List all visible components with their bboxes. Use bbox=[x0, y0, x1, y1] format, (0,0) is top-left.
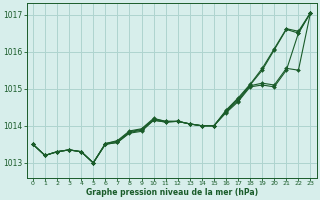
X-axis label: Graphe pression niveau de la mer (hPa): Graphe pression niveau de la mer (hPa) bbox=[86, 188, 258, 197]
